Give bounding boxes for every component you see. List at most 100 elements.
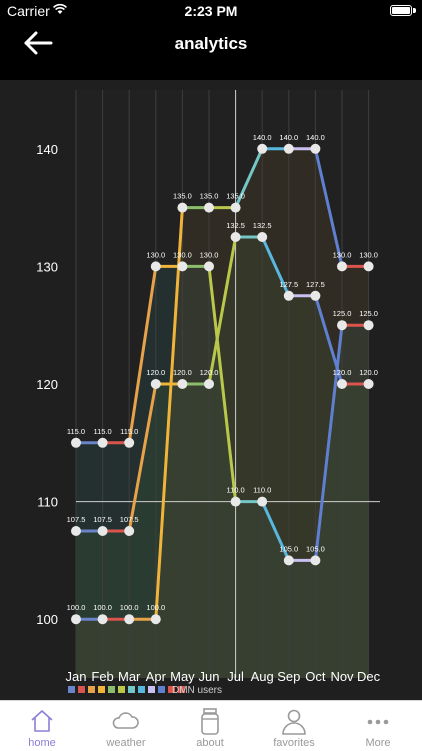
data-label: 135.0 [226,192,245,201]
data-point [283,290,294,301]
tab-home[interactable]: home [0,701,84,751]
arrow-left-icon [24,31,53,55]
back-button[interactable] [20,26,56,60]
legend-swatch [68,686,75,693]
data-point [177,202,188,213]
data-point [310,555,321,566]
data-label: 105.0 [279,544,298,553]
data-label: 130.0 [359,250,378,259]
data-label: 120.0 [359,368,378,377]
page-title: analytics [174,34,248,53]
series-line-segment [127,382,158,533]
data-label: 107.5 [67,515,86,524]
data-label: 120.0 [333,368,352,377]
tab-label: about [196,737,224,749]
cloud-icon [112,712,139,729]
x-tick-label: Aug [251,669,274,684]
data-point [230,232,241,242]
tab-about[interactable]: about [168,701,252,751]
series-area [76,148,369,679]
line-chart: 100 110 120 130 140 115.0 115.0 115.0 130.0 130.0… [36,90,381,696]
data-point [257,232,268,242]
x-tick-label: Nov [330,669,354,684]
navigation-bar: analytics [0,22,422,66]
legend-swatch [128,686,135,693]
legend-swatch [138,686,145,693]
person-icon [282,709,306,735]
data-label: 100.0 [120,603,139,612]
data-label: 107.5 [93,515,112,524]
data-label: 110.0 [226,486,244,495]
data-label: 100.0 [146,603,165,612]
data-point [257,496,268,507]
data-point [177,379,188,389]
tab-favorites[interactable]: favorites [252,701,336,751]
data-point [97,526,108,536]
series-area [76,266,369,678]
data-label: 115.0 [120,427,138,436]
y-tick-label: 100 [36,612,58,627]
y-tick-label: 140 [36,142,58,157]
series-line-segment [154,206,184,621]
data-point [337,379,347,389]
chart-area: 100 110 120 130 140 115.0 115.0 115.0 130.0 130.0… [0,80,422,700]
data-point [177,261,188,272]
data-label: 107.5 [120,515,139,524]
data-point [97,437,108,448]
data-point [150,379,161,389]
data-point [71,526,81,536]
status-time: 2:23 PM [184,3,238,19]
tab-label: More [365,737,391,749]
data-label: 130.0 [146,250,165,259]
legend-swatch [88,686,95,693]
series-line-segment [313,147,344,268]
x-tick-label: Oct [305,669,326,684]
data-point [150,261,161,272]
series-line-segment [260,500,291,562]
x-tick-label: Feb [91,669,113,684]
ellipsis-icon [367,719,389,725]
data-point [363,261,374,272]
data-label: 100.0 [93,603,112,612]
tab-bar: home weather about favorites More [0,700,422,751]
data-point [337,261,347,272]
x-tick-label: Jan [66,669,87,684]
legend-swatch [118,686,125,693]
wifi-icon [53,3,67,14]
battery-icon [390,5,412,16]
x-tick-label: May [170,669,195,684]
status-bar: Carrier 2:23 PM [0,0,422,22]
data-point [71,437,81,448]
data-point [230,202,241,213]
data-point [310,290,321,301]
data-point [337,320,347,331]
tab-label: home [28,737,56,749]
data-label: 140.0 [253,133,272,142]
data-point [310,143,321,154]
tab-more[interactable]: More [336,701,420,751]
data-label: 132.5 [226,221,245,230]
data-label: 140.0 [279,133,298,142]
series-line-segment [207,264,238,504]
data-point [150,614,161,625]
legend-swatch [178,686,185,693]
data-label: 120.0 [146,368,165,377]
data-label: 135.0 [173,192,192,201]
data-point [204,379,214,389]
data-label: 125.0 [333,309,352,318]
data-label: 125.0 [359,309,378,318]
x-tick-label: Dec [357,669,381,684]
data-label: 110.0 [253,486,271,495]
data-point [204,202,214,213]
x-tick-label: Mar [118,669,141,684]
x-tick-label: Jul [227,669,244,684]
data-label: 127.5 [306,280,325,289]
x-tick-label: Sep [277,669,300,684]
data-label: 100.0 [67,603,86,612]
data-label: 140.0 [306,133,325,142]
legend-swatch [168,686,175,693]
legend-swatch [158,686,165,693]
tab-weather[interactable]: weather [84,701,168,751]
data-label: 120.0 [173,368,192,377]
x-tick-label: Apr [146,669,167,684]
